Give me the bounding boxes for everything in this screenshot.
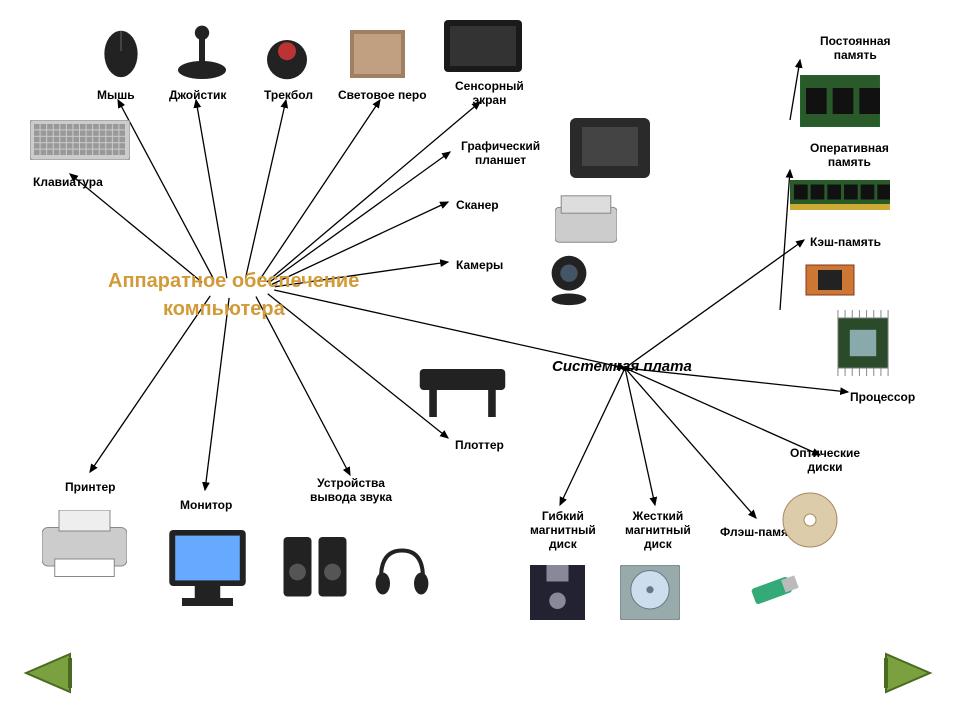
node-cameras bbox=[540, 250, 598, 308]
node-trackball bbox=[262, 26, 312, 82]
node-keyboard bbox=[30, 120, 130, 160]
node-cpu bbox=[830, 310, 896, 376]
label-trackball: Трекбол bbox=[264, 88, 313, 102]
node-mouse bbox=[95, 22, 147, 80]
motherboard-label: Системная плата bbox=[552, 358, 692, 375]
node-floppy bbox=[530, 565, 585, 620]
node-optical bbox=[780, 490, 840, 550]
node-monitor bbox=[165, 530, 250, 610]
label-soundout: Устройства вывода звука bbox=[310, 477, 392, 505]
label-mouse: Мышь bbox=[97, 88, 135, 102]
label-rom: Постоянная память bbox=[820, 35, 891, 63]
label-touchscreen: Сенсорный экран bbox=[455, 80, 524, 108]
label-lightpen: Световое перо bbox=[338, 88, 427, 102]
node-gtablet bbox=[570, 118, 650, 178]
label-cache: Кэш-память bbox=[810, 235, 881, 249]
label-ram: Оперативная память bbox=[810, 142, 889, 170]
node-headphones bbox=[372, 545, 432, 600]
node-printer bbox=[42, 510, 127, 580]
label-joystick: Джойстик bbox=[169, 88, 226, 102]
node-rom bbox=[800, 75, 880, 127]
label-plotter: Плоттер bbox=[455, 438, 504, 452]
label-hdd: Жесткий магнитный диск bbox=[625, 510, 691, 551]
label-gtablet: Графический планшет bbox=[461, 140, 540, 168]
node-lightpen bbox=[350, 30, 405, 78]
node-cache bbox=[800, 255, 860, 305]
next-button[interactable] bbox=[880, 650, 936, 696]
label-keyboard: Клавиатура bbox=[33, 175, 103, 189]
label-monitor: Монитор bbox=[180, 498, 232, 512]
node-speakers bbox=[280, 530, 350, 600]
label-floppy: Гибкий магнитный диск bbox=[530, 510, 596, 551]
prev-button[interactable] bbox=[20, 650, 76, 696]
node-ram bbox=[790, 180, 890, 210]
label-cameras: Камеры bbox=[456, 258, 503, 272]
node-hdd bbox=[620, 565, 680, 620]
node-scanner bbox=[555, 190, 617, 248]
node-plotter bbox=[415, 360, 510, 420]
node-joystick bbox=[172, 22, 232, 82]
node-touchscreen bbox=[444, 20, 522, 72]
diagram-title-line2: компьютера bbox=[163, 298, 285, 321]
node-flash bbox=[745, 560, 815, 615]
label-scanner: Сканер bbox=[456, 198, 499, 212]
label-optical: Оптические диски bbox=[790, 447, 860, 475]
diagram-title-line1: Аппаратное обеспечение bbox=[108, 270, 359, 293]
label-printer: Принтер bbox=[65, 480, 115, 494]
label-cpu: Процессор bbox=[850, 390, 915, 404]
